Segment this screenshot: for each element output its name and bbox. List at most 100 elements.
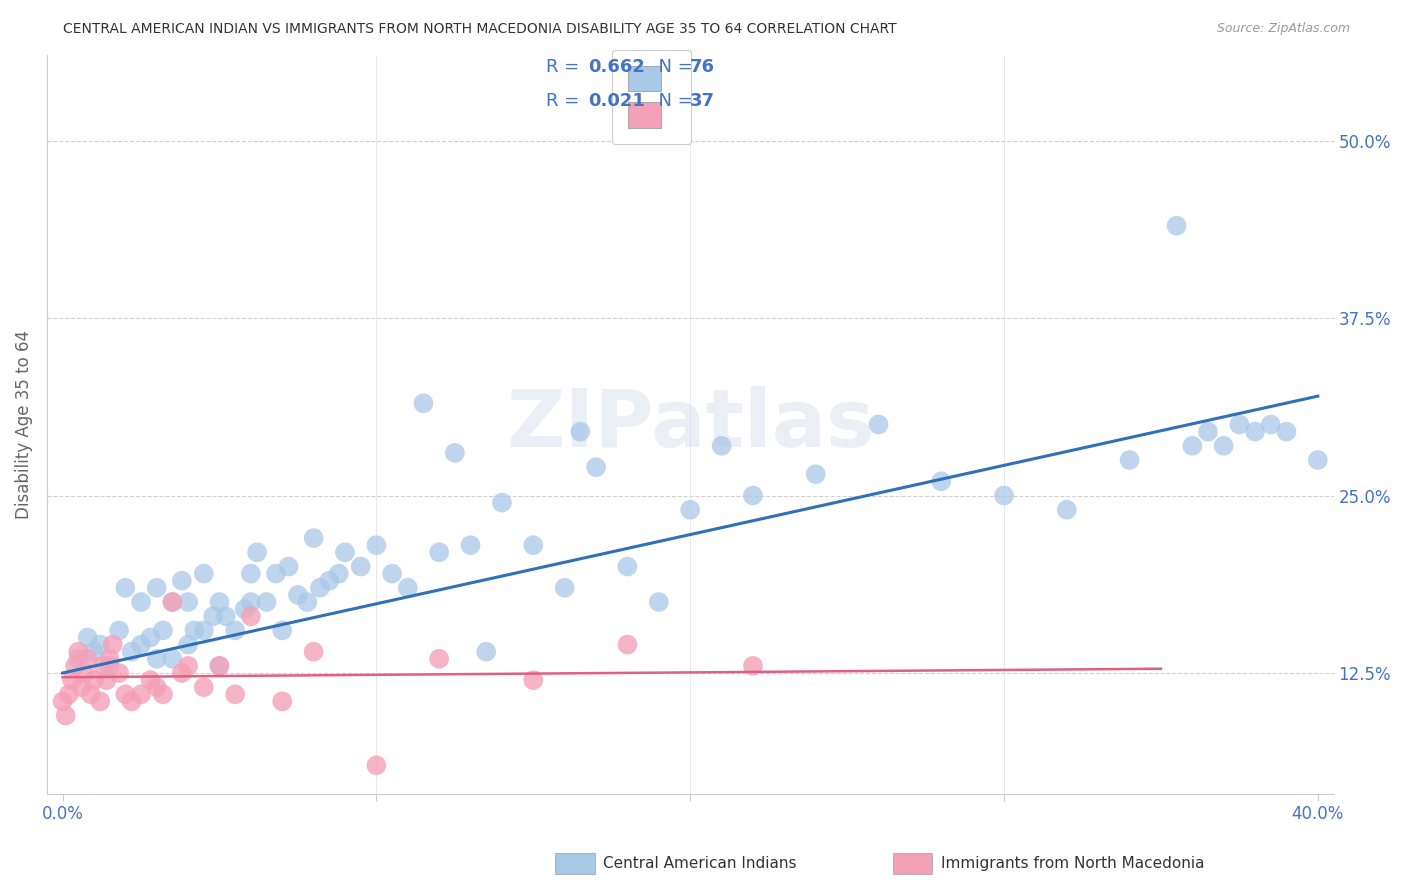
Text: 76: 76 <box>689 58 714 77</box>
Point <box>55 708 77 723</box>
Point <box>1275 425 1298 439</box>
Point <box>193 624 215 638</box>
Point <box>121 694 143 708</box>
Point <box>679 502 702 516</box>
Point <box>427 652 450 666</box>
Text: Immigrants from North Macedonia: Immigrants from North Macedonia <box>941 856 1204 871</box>
Point <box>193 566 215 581</box>
Text: ZIPatlas: ZIPatlas <box>506 385 875 464</box>
Point <box>318 574 340 588</box>
Point <box>1197 425 1219 439</box>
Point <box>302 531 325 545</box>
Point <box>145 680 167 694</box>
Point <box>616 638 638 652</box>
Point <box>585 460 607 475</box>
Point <box>412 396 434 410</box>
Point <box>114 687 136 701</box>
Point <box>277 559 299 574</box>
Point <box>83 673 105 687</box>
Point <box>121 645 143 659</box>
Point <box>366 538 388 552</box>
Point <box>1306 453 1329 467</box>
Point <box>114 581 136 595</box>
Point <box>52 694 75 708</box>
Point <box>256 595 278 609</box>
Point <box>129 595 152 609</box>
Point <box>309 581 332 595</box>
Point <box>366 758 388 772</box>
Point <box>101 638 124 652</box>
Point <box>616 559 638 574</box>
Point <box>60 673 83 687</box>
Point <box>1056 502 1078 516</box>
Point <box>208 595 231 609</box>
Text: 0.662: 0.662 <box>588 58 645 77</box>
Point <box>427 545 450 559</box>
Point <box>239 595 262 609</box>
Point <box>89 638 111 652</box>
Point <box>381 566 404 581</box>
Legend: , : , <box>612 50 692 145</box>
Point <box>70 680 93 694</box>
Point <box>1118 453 1140 467</box>
Point <box>287 588 309 602</box>
Point <box>233 602 256 616</box>
Point <box>93 659 115 673</box>
Point <box>271 694 294 708</box>
Text: CENTRAL AMERICAN INDIAN VS IMMIGRANTS FROM NORTH MACEDONIA DISABILITY AGE 35 TO : CENTRAL AMERICAN INDIAN VS IMMIGRANTS FR… <box>63 22 897 37</box>
Y-axis label: Disability Age 35 to 64: Disability Age 35 to 64 <box>15 330 32 519</box>
Text: 37: 37 <box>689 92 714 111</box>
Point <box>491 495 513 509</box>
Point <box>460 538 482 552</box>
Point <box>1166 219 1188 233</box>
Point <box>328 566 350 581</box>
Point <box>208 659 231 673</box>
Text: N =: N = <box>647 58 699 77</box>
Point <box>224 687 246 701</box>
Text: Central American Indians: Central American Indians <box>603 856 797 871</box>
Point <box>350 559 373 574</box>
Point <box>246 545 269 559</box>
Point <box>202 609 225 624</box>
Point <box>193 680 215 694</box>
Point <box>177 659 200 673</box>
Point <box>139 631 162 645</box>
Point <box>868 417 890 432</box>
Point <box>239 609 262 624</box>
Point <box>333 545 356 559</box>
Point <box>742 489 765 503</box>
Point <box>98 659 121 673</box>
Point <box>522 673 544 687</box>
Point <box>83 645 105 659</box>
Point <box>271 624 294 638</box>
Point <box>208 659 231 673</box>
Point <box>569 425 592 439</box>
Point <box>177 595 200 609</box>
Point <box>162 595 184 609</box>
Point <box>1227 417 1250 432</box>
Point <box>710 439 733 453</box>
Point <box>554 581 576 595</box>
Point <box>1244 425 1267 439</box>
Point <box>170 574 193 588</box>
Point <box>145 652 167 666</box>
Text: R =: R = <box>546 58 585 77</box>
Point <box>58 687 80 701</box>
Point <box>444 446 467 460</box>
Point <box>804 467 827 482</box>
Point <box>67 652 90 666</box>
Point <box>108 624 131 638</box>
Point <box>89 694 111 708</box>
Point <box>177 638 200 652</box>
Point <box>162 652 184 666</box>
Point <box>742 659 765 673</box>
Point <box>162 595 184 609</box>
Point <box>224 624 246 638</box>
Point <box>63 659 86 673</box>
Point <box>152 624 174 638</box>
Text: 0.021: 0.021 <box>588 92 645 111</box>
Point <box>76 631 98 645</box>
Point <box>96 673 118 687</box>
Point <box>929 475 952 489</box>
Point <box>73 665 96 680</box>
